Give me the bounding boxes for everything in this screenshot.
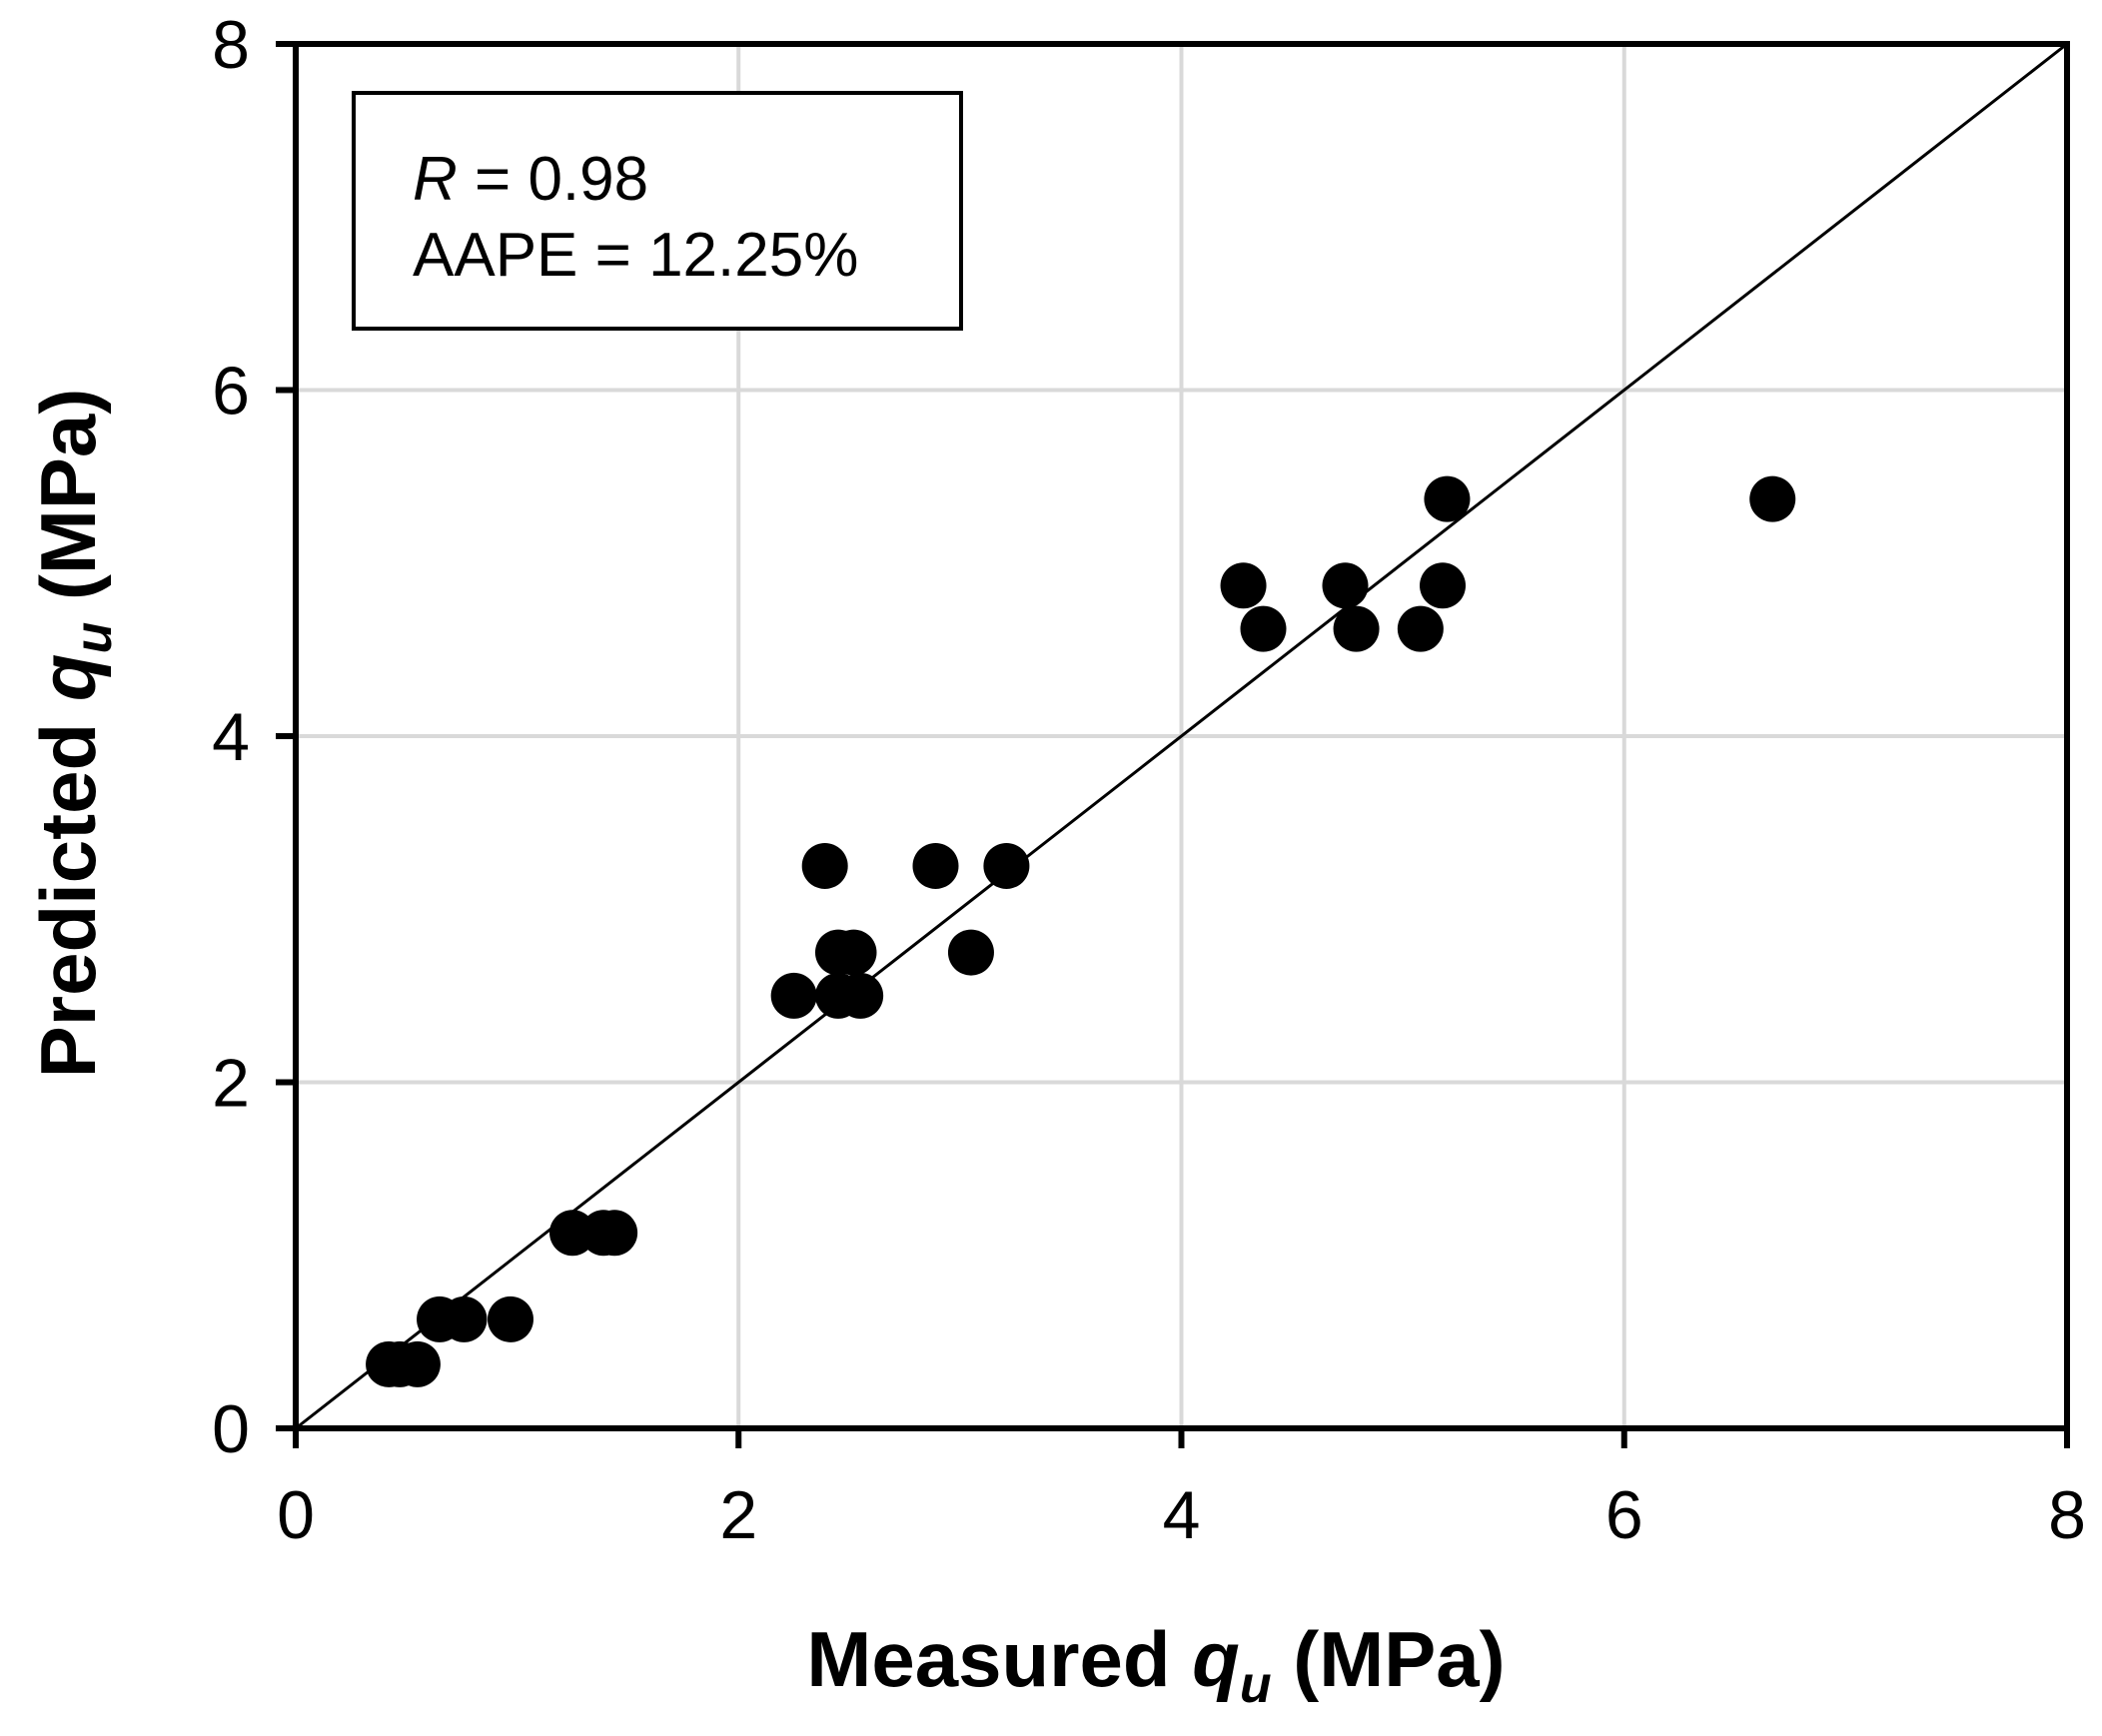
data-point: [1240, 605, 1287, 652]
r-symbol: R: [413, 145, 458, 214]
stats-box-frame: [352, 91, 963, 331]
x-tick-label: 2: [719, 1477, 757, 1553]
data-point: [441, 1296, 488, 1342]
y-tick-label: 2: [212, 1046, 250, 1122]
x-tick-label: 8: [2048, 1477, 2086, 1553]
data-point: [830, 929, 877, 976]
data-point: [1220, 562, 1267, 609]
aape-text: AAPE = 12.25%: [413, 221, 858, 290]
x-axis-title-main: Measured: [806, 1615, 1192, 1703]
y-axis-title-sub: u: [65, 622, 123, 654]
y-tick-labels: 0 2 4 6 8: [212, 7, 250, 1467]
r-value: = 0.98: [458, 145, 648, 214]
x-tick-label: 0: [277, 1477, 315, 1553]
x-axis-title: Measured qu (MPa): [806, 1615, 1505, 1714]
y-axis-title-var: q: [24, 653, 112, 701]
data-point: [983, 842, 1030, 889]
x-axis-title-var: q: [1192, 1615, 1240, 1703]
x-axis-title-sub: u: [1240, 1656, 1272, 1714]
data-point: [1749, 475, 1796, 522]
data-point: [1420, 562, 1467, 609]
y-axis-title-main: Predicted: [24, 701, 112, 1078]
data-point: [1424, 475, 1471, 522]
y-tick-label: 4: [212, 699, 250, 775]
reference-line-group: [295, 42, 2068, 1430]
x-tick-label: 6: [1605, 1477, 1643, 1553]
data-point: [487, 1296, 533, 1342]
data-point: [912, 842, 959, 889]
data-points: [366, 475, 1796, 1387]
stats-box: R = 0.98 AAPE = 12.25%: [352, 91, 963, 331]
r-value-text: R = 0.98: [413, 145, 648, 214]
y-tick-label: 6: [212, 354, 250, 430]
one-to-one-line: [295, 42, 2068, 1430]
data-point: [1397, 605, 1444, 652]
data-point: [1322, 562, 1369, 609]
data-point: [770, 972, 817, 1019]
data-point: [801, 842, 848, 889]
y-tick-label: 0: [212, 1391, 250, 1467]
y-axis-title-unit: (MPa): [24, 389, 112, 622]
y-tick-label: 8: [212, 7, 250, 83]
data-point: [947, 929, 994, 976]
x-tick-labels: 0 2 4 6 8: [277, 1477, 2086, 1553]
x-axis-title-unit: (MPa): [1272, 1615, 1506, 1703]
axis-ticks: [276, 41, 2070, 1448]
x-tick-label: 4: [1163, 1477, 1201, 1553]
data-point: [591, 1210, 638, 1257]
data-point: [394, 1340, 441, 1387]
data-point: [1333, 605, 1380, 652]
y-axis-title: Predicted qu (MPa): [24, 389, 123, 1079]
data-point: [837, 972, 884, 1019]
